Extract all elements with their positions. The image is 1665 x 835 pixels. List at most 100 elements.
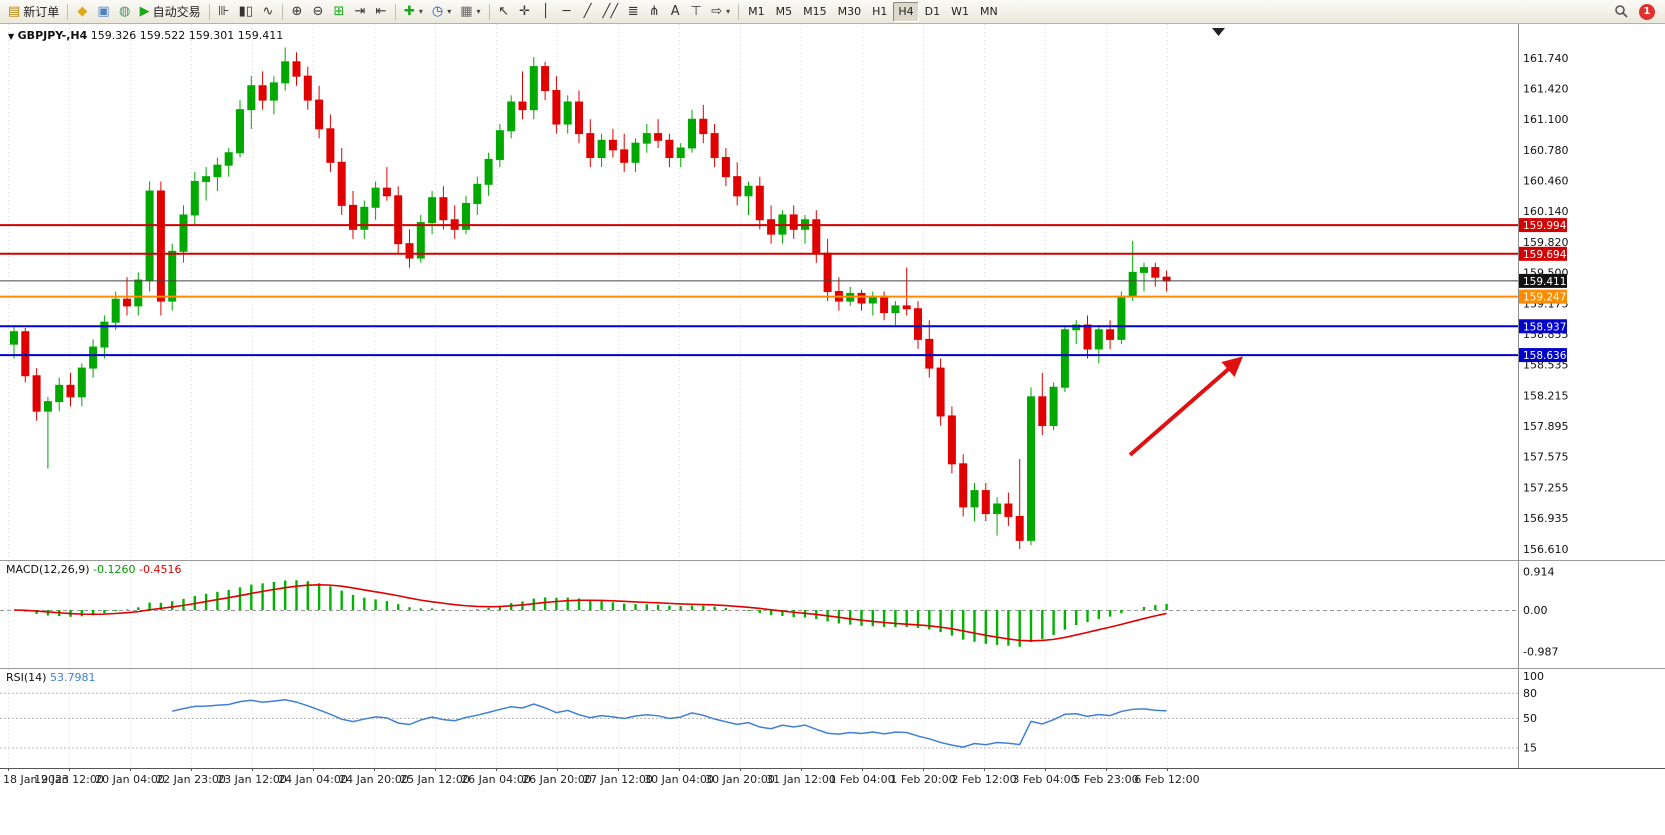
toolbar-left-group: ▤ 新订单 ◆ ▣ ◍ ▶ 自动交易 ⊪ ▮▯ ∿ ⊕ ⊖ ⊞ ⇥ ⇤ ✚ ▾ ◷ ▾ ▦ ▾ ↖ ✛ │ ─ ╱ ╱╱ ≣ ⋔ A ⊤ ⇨ ▾: [4, 2, 742, 22]
svg-text:159.411: 159.411: [1523, 276, 1566, 288]
macd-panel[interactable]: MACD(12,26,9) -0.1260 -0.4516 0.914 0.00 -…: [0, 560, 1665, 668]
pitchfork-button[interactable]: ⋔: [644, 2, 664, 22]
toolbar-separator: [281, 3, 283, 20]
macd-name: MACD(12,26,9): [6, 563, 90, 576]
svg-text:0.914: 0.914: [1523, 566, 1555, 579]
chart-shift-button[interactable]: ⇤: [371, 2, 391, 22]
autotrading-button[interactable]: ▶ 自动交易: [136, 2, 205, 22]
symbol-period-text: GBPJPY-,H4: [17, 29, 88, 42]
timeframe-group: M1 M5 M15 M30 H1 H4 D1 W1 MN: [743, 1, 1003, 22]
arrows-icon: ⇨: [711, 4, 723, 19]
svg-text:159.994: 159.994: [1523, 220, 1567, 232]
autotrading-button-label: 自动交易: [152, 5, 201, 19]
time-axis-label: 22 Jan 23:00: [156, 773, 226, 786]
time-axis-label: 6 Feb 12:00: [1134, 773, 1199, 786]
time-axis-label: 3 Feb 04:00: [1012, 773, 1077, 786]
rsi-name: RSI(14): [6, 671, 47, 684]
zoom-in-button[interactable]: ⊕: [287, 2, 307, 22]
zoom-out-icon: ⊖: [312, 4, 324, 19]
toolbar-separator: [67, 3, 69, 20]
price-badge: [1519, 273, 1567, 288]
fibonacci-button[interactable]: ≣: [623, 2, 643, 22]
indicators-button[interactable]: ✚ ▾: [400, 2, 427, 22]
svg-text:156.935: 156.935: [1523, 512, 1569, 525]
crosshair-button[interactable]: ✛: [515, 2, 535, 22]
line-chart-button[interactable]: ∿: [258, 2, 278, 22]
tf-m15[interactable]: M15: [798, 2, 832, 22]
tf-m5[interactable]: M5: [771, 2, 798, 22]
chart-shift-marker: [1212, 28, 1225, 36]
symbol-dropdown-icon[interactable]: ▼: [8, 32, 15, 41]
tf-w1[interactable]: W1: [946, 2, 974, 22]
vertical-line-icon: │: [541, 4, 550, 19]
search-button[interactable]: [1610, 2, 1633, 22]
time-axis-label: 24 Jan 20:00: [339, 773, 409, 786]
horizontal-line-button[interactable]: ─: [557, 2, 577, 22]
auto-scroll-button[interactable]: ⇥: [350, 2, 370, 22]
notification-badge[interactable]: 1: [1639, 3, 1655, 20]
time-axis-label: 24 Jan 04:00: [278, 773, 348, 786]
time-axis-label: 1 Feb 20:00: [890, 773, 955, 786]
new-order-button-label: 新订单: [23, 5, 60, 19]
tile-windows-button[interactable]: ⊞: [329, 2, 349, 22]
macd-signal-value: -0.4516: [139, 563, 182, 576]
vertical-line-button[interactable]: │: [536, 2, 556, 22]
toolbar-separator: [488, 3, 490, 20]
price-badge: [1519, 218, 1567, 233]
cursor-button[interactable]: ↖: [494, 2, 514, 22]
main-chart-panel[interactable]: ▼ GBPJPY-,H4 159.326 159.522 159.301 159…: [0, 24, 1665, 560]
candlestick-chart-button[interactable]: ▮▯: [235, 2, 257, 22]
pitchfork-icon: ⋔: [648, 4, 660, 19]
text-label-button[interactable]: ⊤: [686, 2, 706, 22]
tf-h1[interactable]: H1: [867, 2, 892, 22]
time-axis-label: 25 Jan 12:00: [400, 773, 470, 786]
tf-m1[interactable]: M1: [743, 2, 770, 22]
chevron-down-icon: ▾: [418, 7, 423, 16]
cursor-icon: ↖: [498, 4, 509, 19]
arrows-button[interactable]: ⇨ ▾: [707, 2, 734, 22]
new-order-button[interactable]: ▤ 新订单: [4, 2, 63, 22]
svg-text:159.247: 159.247: [1523, 292, 1566, 304]
tf-mn[interactable]: MN: [975, 2, 1003, 22]
toolbar-separator: [738, 3, 740, 20]
tf-h4[interactable]: H4: [893, 1, 919, 22]
price-chart-canvas[interactable]: 161.740 161.420 161.100 160.780 160.460 160.1…: [0, 24, 1665, 560]
time-axis-label: 2 Feb 12:00: [951, 773, 1016, 786]
svg-text:159.820: 159.820: [1523, 236, 1569, 249]
candlestick-chart-icon: ▮▯: [238, 4, 253, 19]
indicators-icon: ✚: [403, 4, 415, 19]
tf-d1[interactable]: D1: [920, 2, 945, 22]
periods-button[interactable]: ◷ ▾: [428, 2, 455, 22]
svg-text:157.255: 157.255: [1523, 481, 1569, 494]
rsi-line: [172, 699, 1167, 748]
channel-button[interactable]: ╱╱: [599, 2, 623, 22]
trend-arrow-annotation[interactable]: [1128, 356, 1244, 457]
svg-text:160.780: 160.780: [1523, 144, 1569, 157]
time-axis-label: 5 Feb 23:00: [1073, 773, 1138, 786]
rsi-panel[interactable]: RSI(14) 53.7981 100 80 50 15: [0, 668, 1665, 768]
time-axis-panel[interactable]: 18 Jan 2023 19 Jan 12:00 20 Jan 04:00 22 Ja…: [0, 768, 1665, 790]
text-label-icon: ⊤: [690, 4, 702, 19]
templates-button[interactable]: ▦ ▾: [456, 2, 484, 22]
metaeditor-button[interactable]: ◆: [72, 2, 92, 22]
time-axis-label: 19 Jan 12:00: [34, 773, 104, 786]
price-badge: [1519, 289, 1567, 304]
macd-canvas[interactable]: 0.914 0.00 -0.987: [0, 560, 1665, 668]
svg-text:158.937: 158.937: [1523, 321, 1566, 333]
bar-chart-button[interactable]: ⊪: [214, 2, 234, 22]
trendline-button[interactable]: ╱: [578, 2, 598, 22]
market-watch-button[interactable]: ▣: [93, 2, 113, 22]
svg-text:80: 80: [1523, 687, 1537, 700]
text-button[interactable]: A: [665, 2, 685, 22]
line-chart-icon: ∿: [262, 4, 274, 19]
svg-text:-0.987: -0.987: [1523, 645, 1558, 658]
rsi-label: RSI(14) 53.7981: [6, 671, 95, 684]
navigator-button[interactable]: ◍: [115, 2, 135, 22]
text-icon: A: [670, 4, 680, 19]
rsi-value: 53.7981: [49, 671, 96, 684]
rsi-canvas[interactable]: 100 80 50 15: [0, 668, 1665, 768]
zoom-out-button[interactable]: ⊖: [308, 2, 328, 22]
tf-m30[interactable]: M30: [833, 2, 867, 22]
time-axis-label: 18 Jan 2023: [3, 773, 69, 786]
